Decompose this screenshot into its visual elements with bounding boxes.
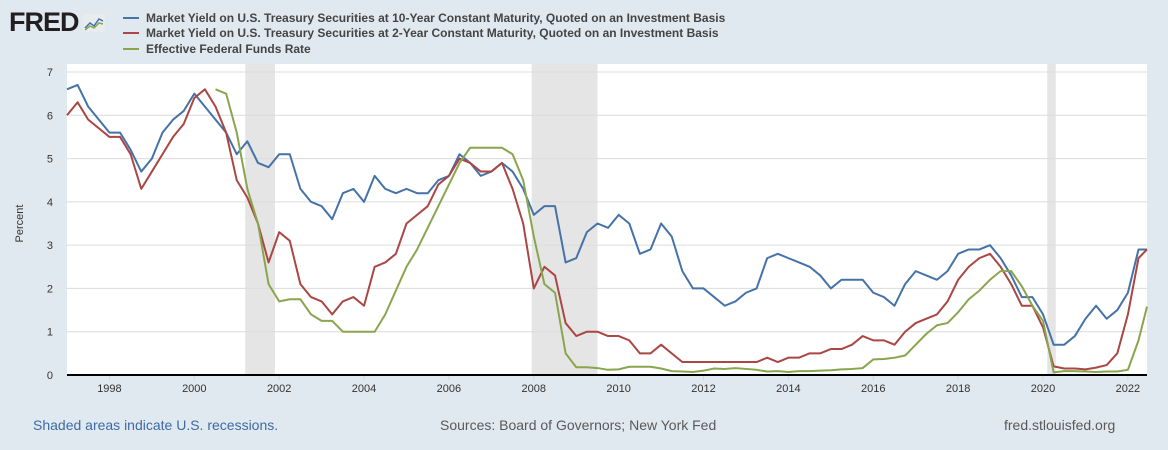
recession-shade — [1047, 64, 1056, 375]
x-tick-label: 1998 — [97, 383, 121, 395]
x-tick-label: 2022 — [1116, 383, 1140, 395]
x-tick-label: 2004 — [352, 383, 376, 395]
series-line-fedfunds — [215, 88, 1148, 374]
x-tick-label: 2014 — [776, 383, 800, 395]
x-tick-label: 2016 — [861, 383, 885, 395]
x-tick-label: 2000 — [182, 383, 206, 395]
x-tick-label: 2006 — [437, 383, 461, 395]
y-tick-label: 0 — [47, 370, 53, 382]
x-tick-label: 2002 — [267, 383, 291, 395]
sources-text: Sources: Board of Governors; New York Fe… — [440, 417, 717, 433]
y-tick-label: 1 — [47, 327, 53, 339]
logo-graph-icon — [82, 13, 105, 32]
y-tick-label: 4 — [47, 197, 53, 209]
x-tick-label: 2018 — [946, 383, 970, 395]
x-tick-label: 2010 — [606, 383, 630, 395]
legend-item-10y: Market Yield on U.S. Treasury Securities… — [123, 10, 725, 26]
fred-logo[interactable]: FRED — [9, 7, 105, 38]
legend-label: Market Yield on U.S. Treasury Securities… — [146, 10, 726, 25]
y-tick-label: 6 — [47, 110, 53, 122]
chart-legend: Market Yield on U.S. Treasury Securities… — [123, 10, 725, 57]
recession-shade — [531, 64, 598, 375]
logo-text: FRED — [9, 7, 79, 37]
plot-area — [67, 64, 1147, 375]
x-tick-label: 2008 — [522, 383, 546, 395]
x-tick-label: 2012 — [691, 383, 715, 395]
x-tick-label: 2020 — [1031, 383, 1055, 395]
y-tick-label: 3 — [47, 240, 53, 252]
legend-item-2y: Market Yield on U.S. Treasury Securities… — [123, 26, 725, 42]
legend-label: Effective Federal Funds Rate — [146, 41, 311, 56]
legend-item-fedfunds: Effective Federal Funds Rate — [123, 41, 725, 57]
y-tick-label: 7 — [47, 67, 53, 79]
site-link[interactable]: fred.stlouisfed.org — [1004, 417, 1116, 433]
legend-swatch — [123, 16, 139, 19]
series-line-2y — [66, 88, 1148, 371]
series-line-10y — [66, 83, 1147, 346]
legend-swatch — [123, 32, 139, 35]
y-tick-label: 5 — [47, 154, 53, 166]
recession-shade — [245, 64, 275, 375]
legend-swatch — [123, 47, 139, 50]
y-tick-label: 2 — [47, 283, 53, 295]
recession-note[interactable]: Shaded areas indicate U.S. recessions. — [33, 417, 279, 433]
y-axis-label: Percent — [14, 205, 26, 243]
legend-label: Market Yield on U.S. Treasury Securities… — [146, 26, 719, 41]
